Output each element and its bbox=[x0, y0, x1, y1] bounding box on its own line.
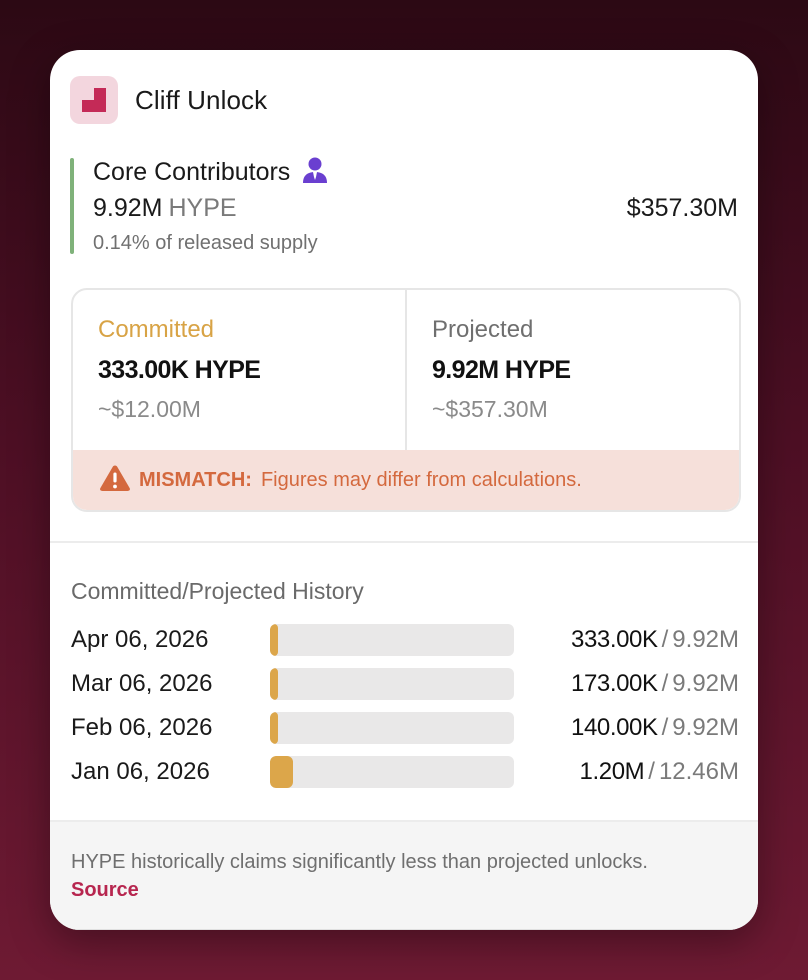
history-projected: 9.92M bbox=[672, 714, 739, 741]
warning-label: MISMATCH: bbox=[139, 468, 252, 491]
history-separator: / bbox=[661, 670, 669, 697]
history-date: Feb 06, 2026 bbox=[71, 714, 213, 741]
card-title: Cliff Unlock bbox=[135, 84, 268, 115]
history-progress-track bbox=[270, 624, 514, 656]
history-values: 333.00K/9.92M bbox=[571, 624, 739, 656]
history-committed: 140.00K bbox=[571, 714, 658, 741]
history-date: Jan 06, 2026 bbox=[71, 758, 210, 785]
history-progress-fill bbox=[270, 756, 293, 788]
section-divider bbox=[50, 541, 758, 543]
history-date: Mar 06, 2026 bbox=[71, 670, 213, 697]
history-row: Feb 06, 2026 140.00K/9.92M bbox=[71, 712, 739, 744]
history-separator: / bbox=[648, 758, 655, 785]
history-progress-fill bbox=[270, 624, 278, 656]
history-date: Apr 06, 2026 bbox=[71, 626, 209, 653]
recipient-amount-unit: HYPE bbox=[168, 194, 237, 222]
projected-usd: ~$357.30M bbox=[432, 396, 548, 422]
recipient-section: Core Contributors 9.92M HYPE 0.14% of rel… bbox=[70, 156, 738, 254]
history-projected: 12.46M bbox=[658, 758, 739, 785]
history-separator: / bbox=[661, 626, 669, 653]
history-values: 140.00K/9.92M bbox=[571, 712, 739, 744]
history-progress-fill bbox=[270, 712, 278, 744]
card-footer: HYPE historically claims significantly l… bbox=[50, 820, 758, 930]
history-values: 173.00K/9.92M bbox=[571, 668, 739, 700]
unlock-card: Cliff Unlock Core Contributors 9.92M HYPE… bbox=[50, 50, 758, 930]
committed-panel: Committed 333.00K HYPE ~$12.00M bbox=[73, 290, 407, 450]
warning-icon bbox=[99, 464, 131, 497]
projected-label: Projected bbox=[432, 316, 534, 343]
history-projected: 9.92M bbox=[672, 626, 739, 653]
history-committed: 333.00K bbox=[571, 626, 658, 653]
history-projected: 9.92M bbox=[672, 670, 739, 697]
history-row: Jan 06, 2026 1.20M/12.46M bbox=[71, 756, 739, 788]
committed-amount: 333.00K HYPE bbox=[98, 356, 261, 384]
recipient-amount: 9.92M HYPE bbox=[93, 194, 237, 223]
recipient-amount-value: 9.92M bbox=[93, 194, 163, 222]
mismatch-warning: MISMATCH: Figures may differ from calcul… bbox=[73, 450, 739, 510]
committed-label: Committed bbox=[98, 316, 215, 343]
recipient-name: Core Contributors bbox=[93, 158, 291, 186]
history-progress-track bbox=[270, 756, 514, 788]
history-separator: / bbox=[661, 714, 669, 741]
history-title: Committed/Projected History bbox=[71, 578, 364, 604]
history-values: 1.20M/12.46M bbox=[580, 756, 739, 788]
recipient-supply-note: 0.14% of released supply bbox=[93, 232, 318, 254]
unlock-step-icon bbox=[70, 76, 118, 124]
source-link[interactable]: Source bbox=[71, 879, 139, 901]
footer-text: HYPE historically claims significantly l… bbox=[71, 851, 648, 873]
projected-panel: Projected 9.92M HYPE ~$357.30M bbox=[407, 290, 739, 450]
history-row: Apr 06, 2026 333.00K/9.92M bbox=[71, 624, 739, 656]
person-icon bbox=[302, 156, 328, 189]
projected-amount: 9.92M HYPE bbox=[432, 356, 571, 384]
history-progress-track bbox=[270, 712, 514, 744]
recipient-usd-value: $357.30M bbox=[626, 194, 738, 222]
history-committed: 1.20M bbox=[579, 758, 645, 785]
history-progress-track bbox=[270, 668, 514, 700]
footer-divider bbox=[50, 929, 758, 930]
recipient-name-row: Core Contributors bbox=[93, 156, 328, 189]
history-progress-fill bbox=[270, 668, 278, 700]
warning-text: Figures may differ from calculations. bbox=[260, 468, 582, 491]
card-header: Cliff Unlock bbox=[70, 76, 267, 124]
recipient-accent-bar bbox=[70, 158, 74, 254]
committed-projected-box: Committed 333.00K HYPE ~$12.00M Projecte… bbox=[71, 288, 741, 512]
footer-note: HYPE historically claims significantly l… bbox=[71, 848, 711, 904]
history-committed: 173.00K bbox=[571, 670, 658, 697]
committed-usd: ~$12.00M bbox=[98, 396, 201, 422]
history-row: Mar 06, 2026 173.00K/9.92M bbox=[71, 668, 739, 700]
